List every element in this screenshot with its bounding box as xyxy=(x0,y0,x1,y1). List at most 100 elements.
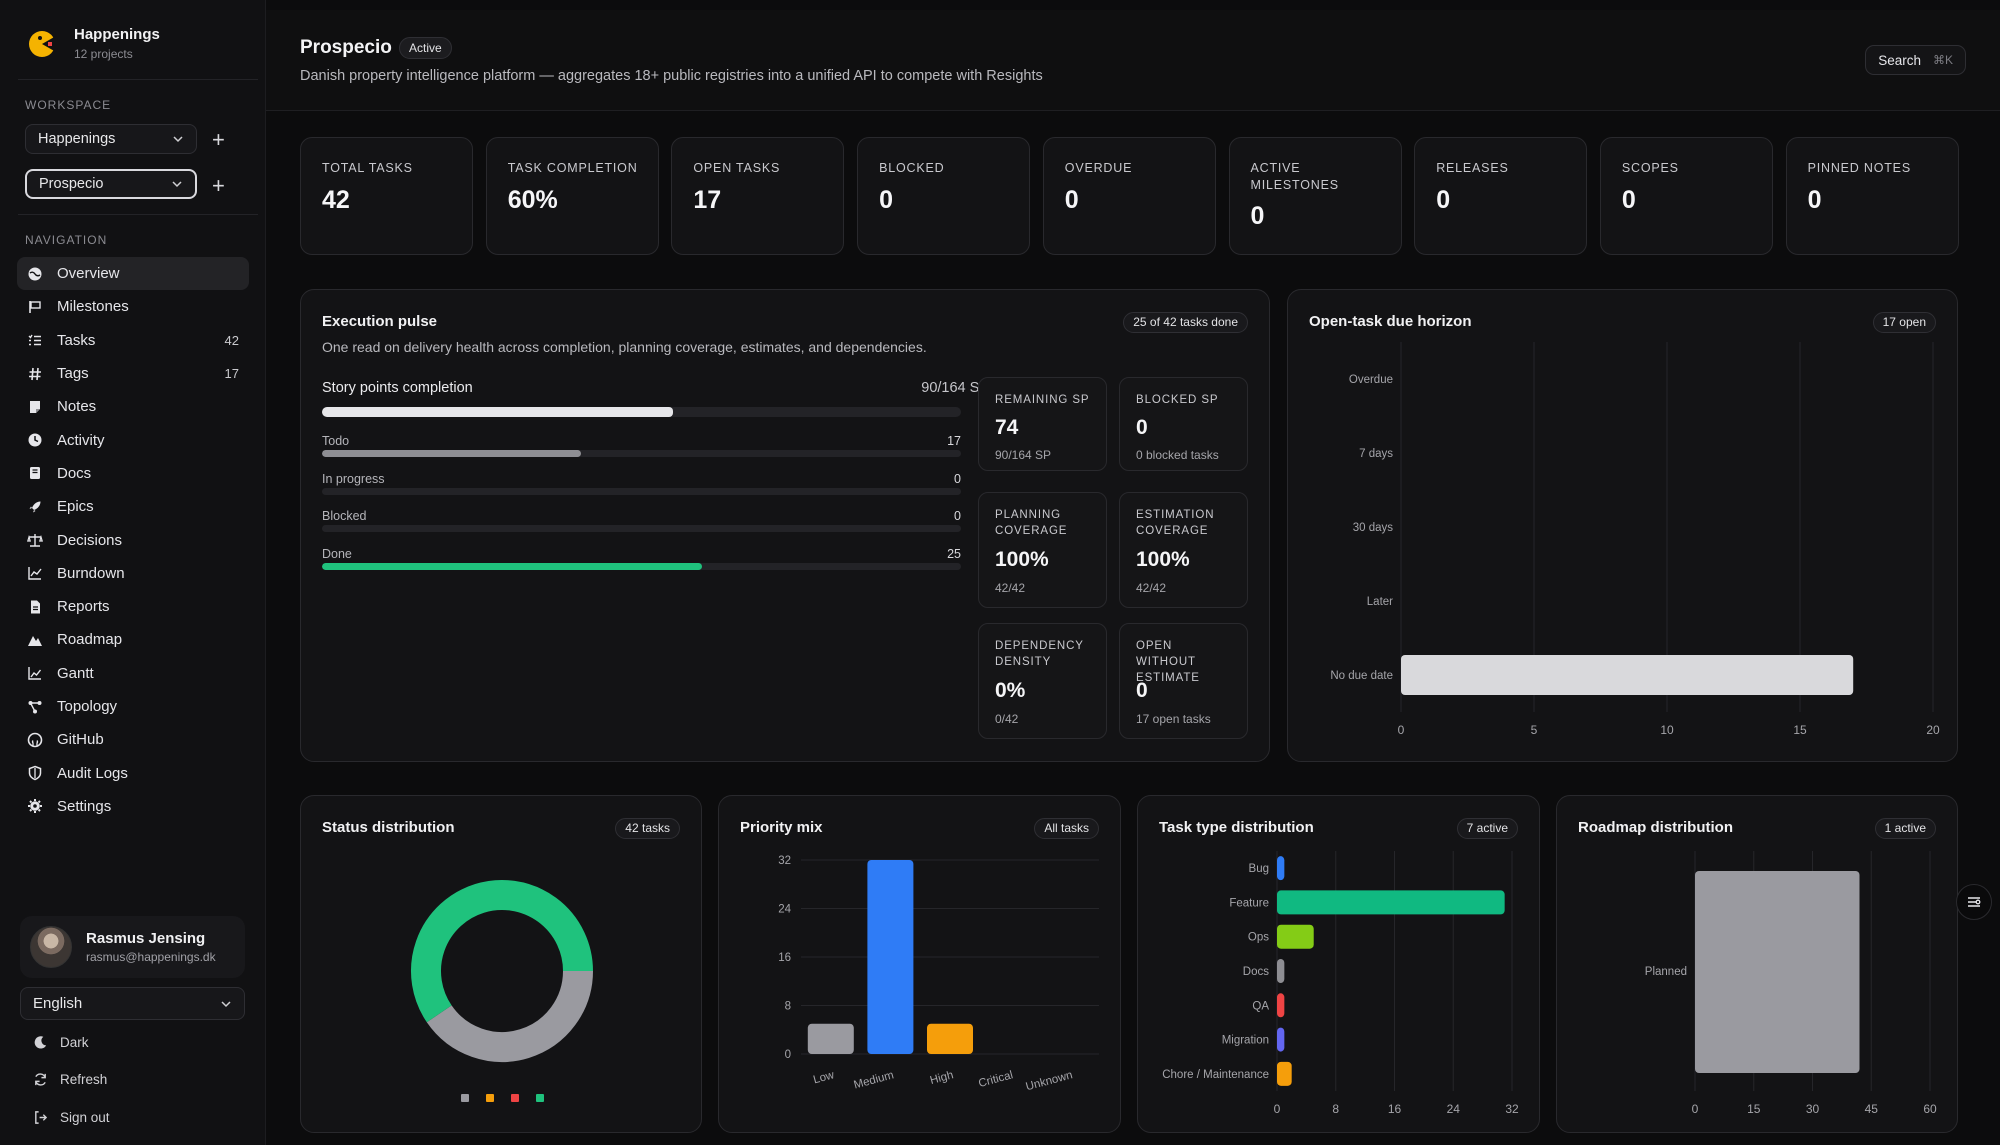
sidebar: Happenings 12 projects WORKSPACE Happeni… xyxy=(0,0,266,1145)
bar-medium xyxy=(867,860,914,1054)
story-points-value: 90/164 SP xyxy=(921,380,989,396)
x-tick-label: 0 xyxy=(1274,1102,1281,1116)
x-tick-label: 45 xyxy=(1865,1102,1879,1116)
legend-swatch-0 xyxy=(461,1094,469,1102)
y-tick-label: Bug xyxy=(1249,863,1269,875)
sign-out-button[interactable]: Sign out xyxy=(33,1110,110,1125)
active-roadmap-pill: 1 active xyxy=(1874,818,1936,839)
rocket-icon xyxy=(27,499,43,515)
add-workspace-button[interactable]: + xyxy=(212,127,225,152)
status-row-value: 17 xyxy=(947,434,961,448)
brand[interactable]: Happenings 12 projects xyxy=(26,26,160,61)
stat-value: 0 xyxy=(1621,186,1636,214)
sidebar-item-activity[interactable]: Activity xyxy=(17,423,249,456)
roadmap-bar-chart: 0 15 30 45 60 Planned xyxy=(1645,851,1937,1116)
panel-title: Roadmap distribution xyxy=(1578,819,1733,836)
sidebar-item-reports[interactable]: Reports xyxy=(17,590,249,623)
metric-label: OPEN WITHOUT ESTIMATE xyxy=(1136,640,1200,684)
status-row-bar xyxy=(322,450,961,457)
y-tick-label: Docs xyxy=(1243,966,1269,978)
sidebar-item-decisions[interactable]: Decisions xyxy=(17,523,249,556)
sidebar-item-roadmap[interactable]: Roadmap xyxy=(17,623,249,656)
project-select[interactable]: Prospecio xyxy=(25,169,197,199)
metric-tile-remaining-sp: REMAINING SP 74 90/164 SP xyxy=(978,377,1107,471)
x-tick-label: 5 xyxy=(1531,723,1538,737)
execution-pulse-panel: Execution pulse 25 of 42 tasks done One … xyxy=(300,289,1270,762)
y-tick-label: 16 xyxy=(778,952,791,964)
y-tick-label: 8 xyxy=(785,1001,791,1013)
add-project-button[interactable]: + xyxy=(212,173,225,198)
x-tick-label: 16 xyxy=(1388,1102,1402,1116)
stat-label: PINNED NOTES xyxy=(1807,161,1911,175)
panel-toggle-button[interactable] xyxy=(1956,884,1992,920)
stat-label: BLOCKED xyxy=(879,161,945,175)
metric-tile-planning-coverage: PLANNING COVERAGE 100% 42/42 xyxy=(978,492,1107,608)
metric-label: BLOCKED SP xyxy=(1136,394,1219,406)
bar-chore-maintenance xyxy=(1277,1061,1292,1086)
sidebar-item-label: Audit Logs xyxy=(57,764,128,782)
navigation-label: NAVIGATION xyxy=(25,233,108,247)
metric-value: 0% xyxy=(995,679,1026,702)
x-tick-label: Low xyxy=(812,1069,836,1086)
sidebar-item-notes[interactable]: Notes xyxy=(17,390,249,423)
theme-toggle[interactable]: Dark xyxy=(33,1035,89,1050)
trend-icon xyxy=(27,665,43,681)
metric-sub: 17 open tasks xyxy=(1136,712,1211,726)
bar-ops xyxy=(1277,924,1314,949)
sidebar-item-github[interactable]: GitHub xyxy=(17,723,249,756)
stat-value: 0 xyxy=(879,186,893,214)
sidebar-item-label: Topology xyxy=(57,698,118,715)
sidebar-item-settings[interactable]: Settings xyxy=(17,790,249,823)
sidebar-item-label: Roadmap xyxy=(57,631,123,649)
search-button[interactable]: Search ⌘K xyxy=(1865,45,1966,75)
stat-card-overdue: OVERDUE 0 xyxy=(1042,137,1216,255)
stat-label: OVERDUE xyxy=(1064,161,1133,175)
bar-docs xyxy=(1277,959,1285,983)
sidebar-item-topology[interactable]: Topology xyxy=(17,690,249,723)
legend-swatch-3 xyxy=(536,1094,544,1102)
sign-out-label: Sign out xyxy=(60,1110,110,1125)
sidebar-item-audit-logs[interactable]: Audit Logs xyxy=(17,756,249,789)
sidebar-item-gantt[interactable]: Gantt xyxy=(17,657,249,690)
sidebar-item-tags[interactable]: Tags 17 xyxy=(17,357,249,390)
x-tick-label: High xyxy=(929,1069,955,1087)
y-tick-label: Planned xyxy=(1645,966,1687,978)
sidebar-item-overview[interactable]: Overview xyxy=(17,257,249,291)
workspace-select[interactable]: Happenings xyxy=(25,124,197,154)
language-select[interactable]: English xyxy=(20,987,245,1020)
roadmap-distribution-panel: Roadmap distribution 1 active 0 15 30 45 60 P… xyxy=(1556,795,1958,1133)
stat-label: OPEN TASKS xyxy=(693,161,781,175)
metric-tile-open-without-estimate: OPEN WITHOUT ESTIMATE 0 17 open tasks xyxy=(1119,623,1248,739)
sidebar-item-tasks[interactable]: Tasks 42 xyxy=(17,324,249,357)
github-icon xyxy=(27,732,43,748)
page-header: Prospecio Active Danish property intelli… xyxy=(266,10,2000,111)
sidebar-item-label: Milestones xyxy=(57,298,129,316)
y-tick-label: Ops xyxy=(1248,932,1269,944)
status-donut-chart xyxy=(411,880,593,1102)
project-description: Danish property intelligence platform — … xyxy=(300,68,1043,84)
sidebar-item-label: Docs xyxy=(57,464,92,482)
sidebar-item-burndown[interactable]: Burndown xyxy=(17,557,249,590)
status-row-value: 25 xyxy=(947,546,961,561)
user-email: rasmus@happenings.dk xyxy=(86,950,216,964)
metric-value: 100% xyxy=(1136,548,1190,571)
bar-migration xyxy=(1277,1027,1285,1052)
avatar xyxy=(30,926,72,968)
sliders-icon xyxy=(1968,897,1981,907)
sign-out-icon xyxy=(35,1111,48,1124)
metric-value: 74 xyxy=(995,416,1019,439)
metric-sub: 42/42 xyxy=(1136,581,1167,595)
refresh-button[interactable]: Refresh xyxy=(33,1072,107,1087)
sidebar-item-label: Activity xyxy=(57,431,105,449)
user-card[interactable]: Rasmus Jensing rasmus@happenings.dk xyxy=(20,916,245,978)
sidebar-item-docs[interactable]: Docs xyxy=(17,457,249,490)
sidebar-item-label: Tags xyxy=(57,365,89,383)
y-tick-label: Migration xyxy=(1222,1035,1269,1047)
sidebar-item-milestones[interactable]: Milestones xyxy=(17,290,249,323)
x-tick-label: Critical xyxy=(977,1069,1014,1090)
donut-slice-3 xyxy=(411,880,593,1023)
stat-card-blocked: BLOCKED 0 xyxy=(857,137,1031,255)
status-row-label: In progress xyxy=(322,471,385,486)
sidebar-item-epics[interactable]: Epics xyxy=(17,490,249,523)
y-tick-label: 0 xyxy=(785,1049,791,1061)
